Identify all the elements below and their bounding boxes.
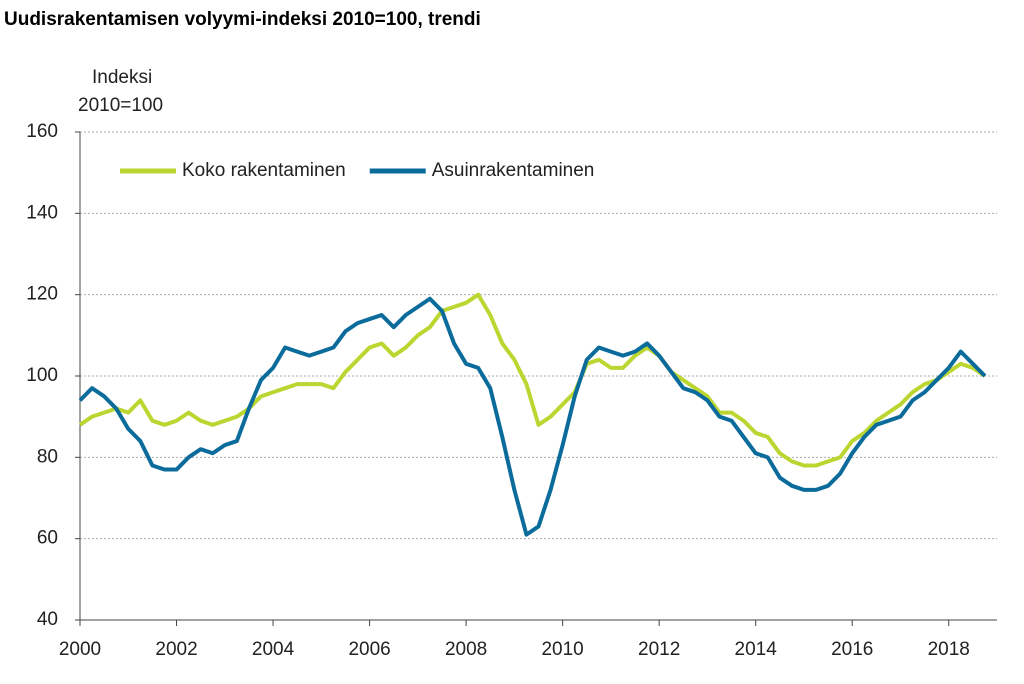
x-tick-label: 2006 (348, 639, 390, 660)
y-tick-label: 80 (37, 446, 58, 467)
chart-title: Uudisrakentamisen volyymi-indeksi 2010=1… (4, 9, 481, 30)
y-tick-label: 120 (26, 284, 58, 305)
line-series (78, 292, 987, 468)
y-tick-label: 60 (37, 528, 58, 549)
legend-label: Asuinrakentaminen (432, 160, 595, 181)
line-series (78, 296, 987, 537)
y-tick-label: 160 (26, 121, 58, 142)
x-tick-label: 2016 (831, 639, 873, 660)
x-tick-label: 2002 (155, 639, 197, 660)
x-tick-label: 2000 (59, 639, 101, 660)
legend-label: Koko rakentaminen (182, 160, 346, 181)
x-tick-label: 2018 (928, 639, 970, 660)
y-axis-label: Indeksi (92, 67, 152, 88)
y-tick-label: 140 (26, 202, 58, 223)
y-tick-label: 40 (37, 609, 58, 630)
y-tick-label: 100 (26, 365, 58, 386)
x-tick-label: 2014 (735, 639, 778, 660)
x-tick-label: 2004 (252, 639, 295, 660)
y-axis-label: 2010=100 (78, 95, 163, 116)
x-tick-label: 2012 (638, 639, 680, 660)
x-tick-label: 2008 (445, 639, 487, 660)
x-tick-label: 2010 (541, 639, 583, 660)
